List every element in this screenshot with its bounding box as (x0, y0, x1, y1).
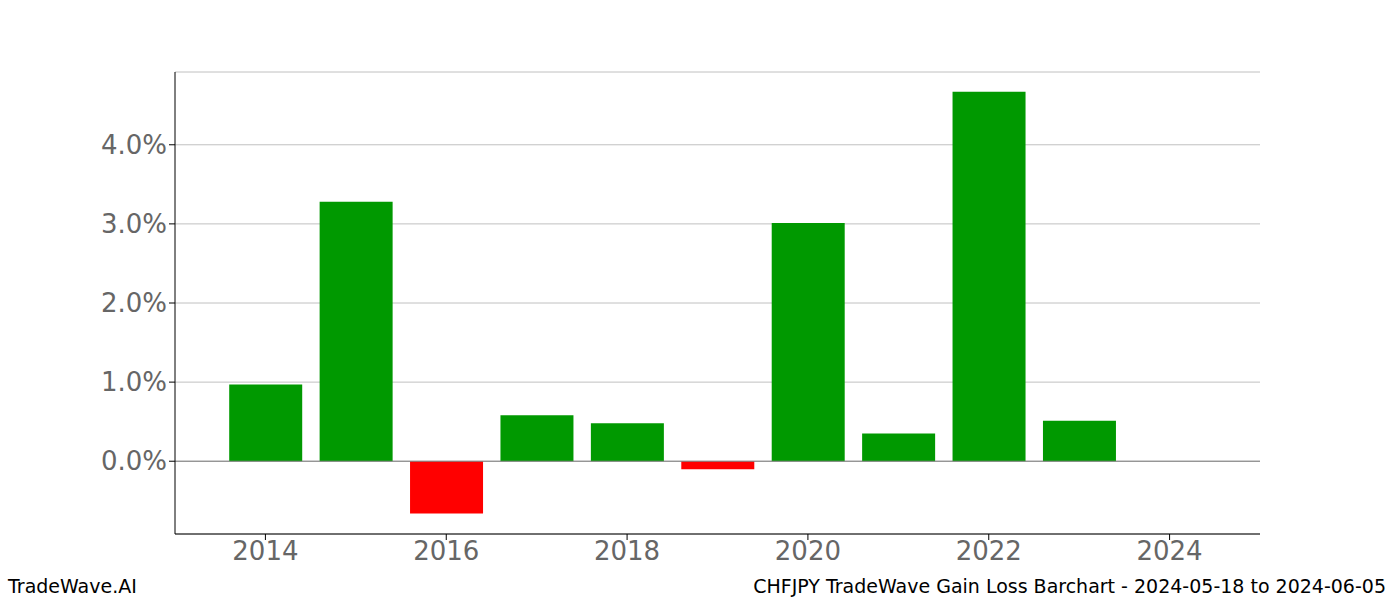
svg-text:2020: 2020 (775, 536, 841, 566)
svg-text:2016: 2016 (413, 536, 479, 566)
svg-text:1.0%: 1.0% (101, 367, 167, 397)
svg-text:2014: 2014 (232, 536, 298, 566)
svg-text:2.0%: 2.0% (101, 288, 167, 318)
html-text:CHFJPY TradeWave Gain Loss Bar: CHFJPY TradeWave Gain Loss Barchart - 20… (753, 575, 1386, 597)
svg-text:4.0%: 4.0% (101, 130, 167, 160)
html-text:TradeWave.AI: TradeWave.AI (8, 575, 137, 597)
svg-text:2018: 2018 (594, 536, 660, 566)
svg-text:2024: 2024 (1136, 536, 1202, 566)
svg-text:0.0%: 0.0% (101, 446, 167, 476)
svg-text:2022: 2022 (956, 536, 1022, 566)
svg-text:3.0%: 3.0% (101, 209, 167, 239)
